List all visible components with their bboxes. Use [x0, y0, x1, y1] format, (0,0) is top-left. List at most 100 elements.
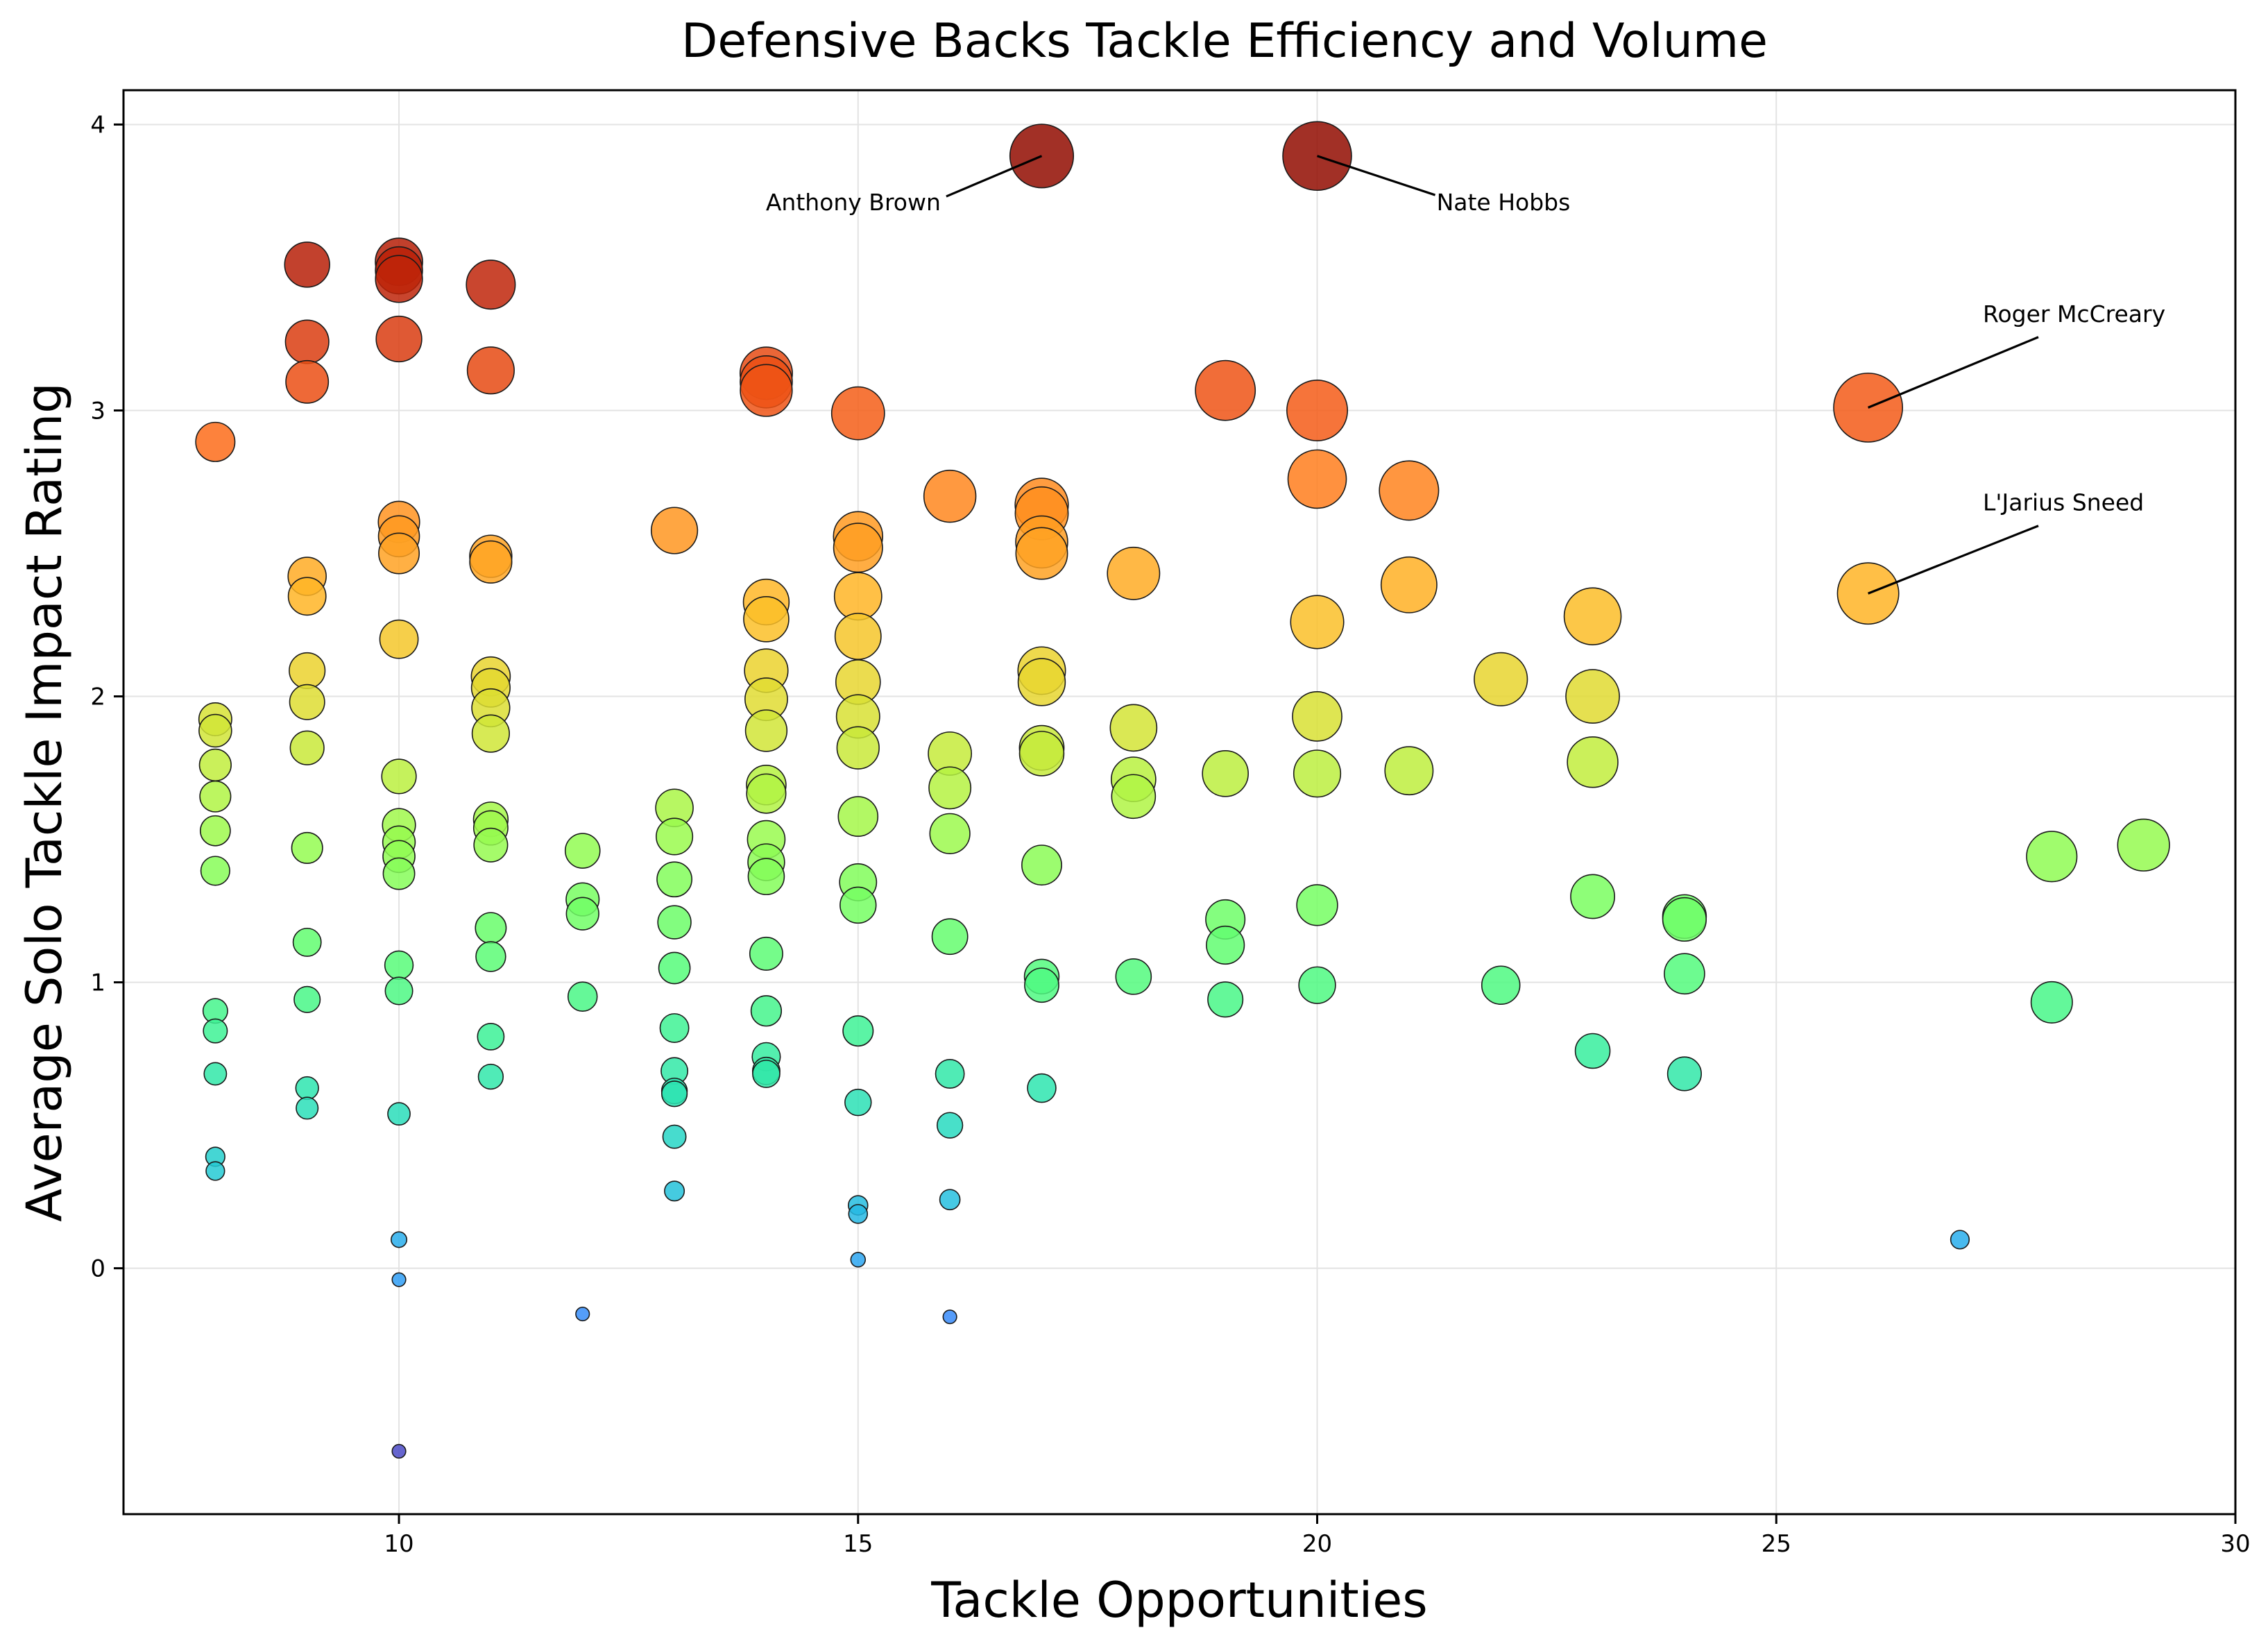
data-point: [936, 1112, 964, 1139]
data-point: [1298, 966, 1336, 1004]
data-point: [1027, 1073, 1057, 1103]
data-point: [1286, 379, 1349, 441]
bubble-layer: [195, 121, 2170, 1459]
data-point: [1662, 897, 1707, 942]
data-point: [929, 813, 971, 854]
data-point: [923, 469, 977, 523]
data-point: [1664, 953, 1705, 995]
data-point: [1207, 981, 1244, 1018]
data-point: [1024, 967, 1059, 1003]
data-point: [289, 652, 326, 690]
data-point: [293, 985, 321, 1013]
plot-frame: [122, 89, 2237, 1516]
data-point: [378, 532, 420, 575]
data-point: [1287, 449, 1347, 509]
x-axis-label: Tackle Opportunities: [930, 1572, 1427, 1629]
data-point: [292, 927, 322, 957]
data-point: [848, 1204, 869, 1224]
data-point: [842, 1015, 874, 1047]
data-point: [1292, 691, 1342, 742]
data-point: [1206, 925, 1245, 965]
data-point: [834, 613, 882, 660]
data-point: [1666, 1056, 1702, 1092]
data-point: [391, 1272, 407, 1287]
data-point: [203, 1018, 228, 1044]
y-axis-label: Average Solo Tackle Impact Rating: [16, 382, 73, 1221]
data-point: [477, 1063, 504, 1090]
data-point: [391, 1443, 407, 1459]
x-tick-label: 10: [384, 1530, 413, 1558]
data-point: [205, 1161, 225, 1181]
data-point: [660, 1080, 688, 1108]
data-point: [656, 817, 694, 856]
data-point: [662, 1124, 687, 1149]
data-point: [475, 912, 507, 944]
data-point: [473, 827, 509, 863]
data-point: [381, 758, 417, 795]
data-point: [287, 577, 327, 616]
data-point: [195, 421, 236, 462]
data-point: [657, 905, 692, 940]
data-point: [375, 255, 423, 303]
data-point: [198, 713, 232, 748]
data-point: [1015, 527, 1068, 580]
data-point: [744, 709, 788, 752]
data-point: [379, 619, 419, 659]
data-point: [564, 833, 601, 869]
data-point: [466, 346, 515, 395]
y-tick-label: 4: [90, 111, 105, 139]
data-point: [1111, 774, 1157, 820]
data-point: [1021, 845, 1062, 886]
data-point: [1107, 546, 1161, 600]
data-point: [296, 1096, 319, 1120]
data-point: [746, 773, 787, 814]
data-point: [199, 815, 231, 847]
data-point: [567, 981, 598, 1012]
data-point: [295, 1076, 319, 1101]
data-point: [200, 856, 230, 886]
tick-layer: 10 15 20 25 30 0 1 2 3 4: [90, 111, 2250, 1558]
data-point: [384, 950, 414, 981]
data-point: [289, 730, 325, 765]
data-point: [285, 359, 330, 404]
data-point: [1290, 595, 1345, 650]
data-point: [291, 831, 323, 864]
data-point: [1296, 884, 1338, 926]
annotation-label: Roger McCreary: [1983, 300, 2165, 328]
data-point: [942, 1309, 957, 1325]
data-point: [747, 858, 785, 895]
data-point: [387, 1102, 411, 1126]
data-point: [1474, 652, 1528, 706]
y-tick-label: 2: [90, 684, 105, 711]
data-point: [1481, 965, 1521, 1005]
data-point: [471, 714, 510, 753]
data-point: [659, 1013, 690, 1043]
annotation-line: [946, 155, 1043, 198]
data-point: [664, 1180, 685, 1202]
x-tick-label: 20: [1302, 1530, 1332, 1558]
y-tick-label: 3: [90, 397, 105, 425]
data-point: [844, 1088, 872, 1117]
data-point: [2030, 981, 2073, 1024]
data-point: [830, 386, 885, 441]
data-point: [384, 976, 413, 1006]
data-point: [1570, 874, 1615, 919]
data-point: [1574, 1033, 1611, 1069]
data-point: [2117, 818, 2170, 872]
data-point: [850, 1252, 867, 1268]
data-point: [466, 260, 516, 310]
annotation-label: L'Jarius Sneed: [1983, 489, 2144, 516]
data-point: [575, 1306, 590, 1322]
data-point: [935, 1059, 965, 1089]
data-point: [656, 861, 692, 898]
data-point: [475, 941, 506, 972]
data-point: [749, 936, 783, 971]
data-point: [658, 951, 691, 985]
annotation-line: [1868, 525, 2039, 595]
data-point: [750, 995, 783, 1027]
data-point: [1380, 556, 1438, 613]
data-point: [284, 319, 330, 364]
data-point: [1950, 1230, 1970, 1250]
data-point: [837, 796, 879, 837]
